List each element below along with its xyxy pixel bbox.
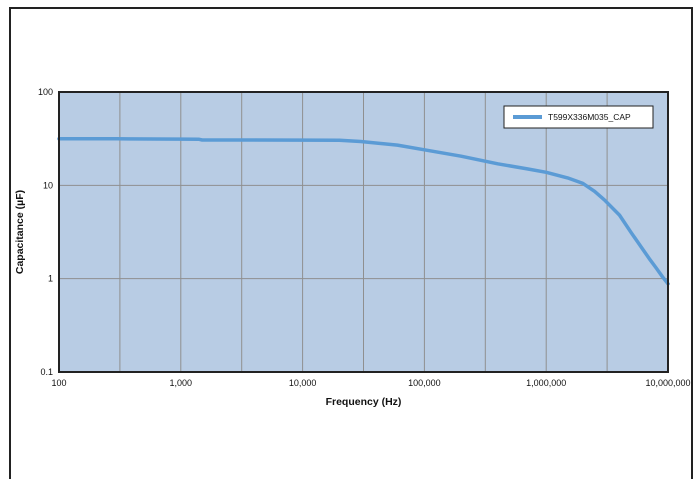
x-tick-label: 10,000,000 (645, 378, 690, 388)
y-tick-label: 1 (48, 274, 53, 284)
series-lines (57, 137, 670, 286)
legend-box (503, 105, 654, 129)
y-tick-labels: 0.1 1 10 100 (38, 87, 53, 377)
y-axis-title: Capacitance (µF) (14, 190, 26, 274)
y-tick-label: 0.1 (40, 367, 53, 377)
x-tick-label: 100 (51, 378, 66, 388)
x-axis-title: Frequency (Hz) (326, 396, 402, 408)
x-tick-label: 1,000 (170, 378, 193, 388)
x-tick-label: 1,000,000 (526, 378, 566, 388)
plot-border (58, 91, 669, 373)
x-tick-label: 10,000 (289, 378, 317, 388)
series-line (57, 137, 670, 286)
y-tick-label: 100 (38, 87, 53, 97)
legend: T599X336M035_CAP (503, 105, 654, 129)
y-tick-label: 10 (43, 180, 53, 190)
legend-label: T599X336M035_CAP (548, 112, 631, 122)
x-tick-label: 100,000 (408, 378, 441, 388)
x-tick-labels: 100 1,000 10,000 100,000 1,000,000 10,000,000 (51, 378, 690, 388)
